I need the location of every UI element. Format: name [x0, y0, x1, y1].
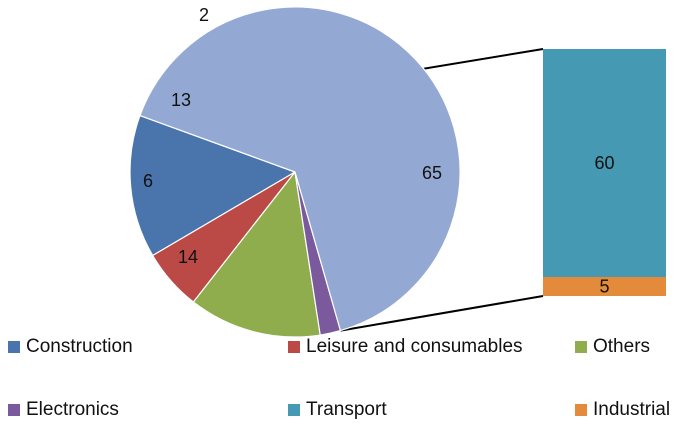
legend-item-others: Others	[575, 336, 650, 357]
legend-swatch	[288, 341, 300, 353]
pie-data-label-construction: 14	[178, 247, 198, 267]
pie-data-labels: 14 6 13 2 65	[143, 5, 442, 267]
pie-slice-construction	[129, 114, 297, 257]
legend-swatch	[575, 341, 587, 353]
legend-item-industrial: Industrial	[575, 399, 670, 420]
connector-line-bottom	[340, 295, 544, 332]
legend-label: Electronics	[26, 399, 119, 420]
legend-item-electronics: Electronics	[8, 399, 119, 420]
legend-item-construction: Construction	[8, 336, 133, 357]
bar-data-label-transport: 60	[594, 153, 614, 173]
legend-item-leisure-and-consumables: Leisure and consumables	[288, 336, 523, 357]
pie-data-label-leisure-and-consumables: 6	[143, 171, 153, 191]
bar-segment-industrial	[543, 277, 666, 296]
pie-data-label-electronics: 2	[199, 5, 209, 25]
legend-label: Industrial	[593, 399, 670, 420]
legend-label: Leisure and consumables	[306, 336, 523, 357]
bar-data-labels: 60 5	[594, 153, 614, 297]
stacked-bar	[543, 49, 666, 296]
legend-swatch	[8, 404, 20, 416]
legend-label: Transport	[306, 399, 387, 420]
legend-item-transport: Transport	[288, 399, 387, 420]
bar-data-label-industrial: 5	[599, 276, 609, 296]
pie-slices	[129, 6, 461, 338]
legend-swatch	[288, 404, 300, 416]
pie-data-label-other: 65	[422, 163, 442, 183]
pie-slice-other	[139, 6, 461, 332]
legend-label: Others	[593, 336, 650, 357]
pie-data-label-others: 13	[171, 90, 191, 110]
bar-segment-transport	[543, 49, 666, 277]
legend: Construction Leisure and consumables Other…	[8, 336, 670, 420]
legend-swatch	[8, 341, 20, 353]
pie-slice-others	[192, 170, 321, 338]
legend-label: Construction	[26, 336, 133, 357]
legend-swatch	[575, 404, 587, 416]
